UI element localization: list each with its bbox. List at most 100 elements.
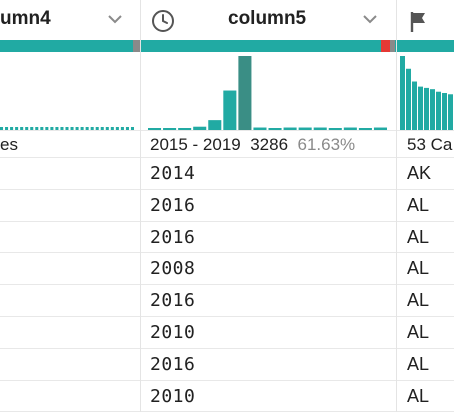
table-cell[interactable]: AL <box>397 190 454 222</box>
table-cell[interactable]: 2016 <box>141 222 396 254</box>
histogram-bar[interactable] <box>253 127 267 130</box>
column4-rows <box>0 158 140 412</box>
histogram-bar[interactable] <box>430 89 435 130</box>
mismatched-segment[interactable] <box>381 40 390 52</box>
histogram-bar[interactable] <box>115 127 119 130</box>
histogram-bar[interactable] <box>130 127 134 130</box>
column6-histogram-chart[interactable] <box>397 52 454 130</box>
column6-summary: 53 Ca <box>397 130 454 158</box>
table-row <box>0 349 140 381</box>
chevron-down-icon[interactable] <box>362 13 378 25</box>
column6-header[interactable] <box>397 0 454 40</box>
histogram-bar[interactable] <box>448 94 453 130</box>
table-cell[interactable]: AL <box>397 381 454 412</box>
table-cell[interactable]: 2008 <box>141 253 396 286</box>
histogram-bar[interactable] <box>110 127 114 130</box>
histogram-bar[interactable] <box>268 128 282 130</box>
table-cell[interactable]: 2014 <box>141 158 396 190</box>
table-cell[interactable]: AL <box>397 285 454 317</box>
table-row <box>0 285 140 317</box>
histogram-bar[interactable] <box>358 128 372 130</box>
column5-histogram-chart[interactable] <box>141 52 396 130</box>
histogram-bar[interactable] <box>0 127 4 130</box>
chevron-down-icon[interactable] <box>107 13 123 25</box>
summary-percent: 61.63% <box>297 135 356 154</box>
histogram-bar[interactable] <box>163 128 177 130</box>
histogram-bar[interactable] <box>125 127 129 130</box>
histogram-bar[interactable] <box>80 127 84 130</box>
table-cell[interactable]: 2010 <box>141 317 396 349</box>
histogram-bar[interactable] <box>60 127 64 130</box>
histogram-bar[interactable] <box>412 81 417 130</box>
column4-panel: umn4 es <box>0 0 141 412</box>
histogram-bar[interactable] <box>436 91 441 130</box>
histogram-bar[interactable] <box>223 90 237 130</box>
column5-header[interactable]: column5 <box>141 0 396 40</box>
column6-quality-bar[interactable] <box>397 40 454 52</box>
histogram-bar[interactable] <box>90 127 94 130</box>
column4-quality-bar[interactable] <box>0 40 140 52</box>
table-row <box>0 222 140 254</box>
clock-icon <box>152 10 174 32</box>
column4-header[interactable]: umn4 <box>0 0 140 40</box>
table-row <box>0 253 140 286</box>
histogram-bar[interactable] <box>25 127 29 130</box>
histogram-bar[interactable] <box>95 127 99 130</box>
histogram-bar[interactable] <box>120 127 124 130</box>
table-row <box>0 190 140 222</box>
histogram-bar[interactable] <box>178 128 192 130</box>
histogram-bar[interactable] <box>75 127 79 130</box>
table-cell[interactable]: AL <box>397 253 454 286</box>
histogram-bar[interactable] <box>373 127 387 130</box>
table-cell[interactable]: AL <box>397 317 454 349</box>
missing-segment[interactable] <box>133 40 140 52</box>
column5-summary: 2015 - 2019 3286 61.63% <box>141 130 396 158</box>
histogram-bar[interactable] <box>238 56 252 130</box>
histogram-bar[interactable] <box>418 86 423 130</box>
table-cell[interactable]: 2010 <box>141 381 396 412</box>
histogram-bar[interactable] <box>283 127 297 130</box>
table-row <box>0 381 140 412</box>
histogram-bar[interactable] <box>35 127 39 130</box>
histogram-bar[interactable] <box>40 127 44 130</box>
histogram-bar[interactable] <box>148 128 162 130</box>
column4-histogram[interactable] <box>0 52 140 130</box>
column6-histogram[interactable] <box>397 52 454 130</box>
histogram-bar[interactable] <box>70 127 74 130</box>
histogram-bar[interactable] <box>45 127 49 130</box>
histogram-bar[interactable] <box>442 93 447 130</box>
histogram-bar[interactable] <box>65 127 69 130</box>
histogram-bar[interactable] <box>50 127 54 130</box>
histogram-bar[interactable] <box>406 68 411 130</box>
column4-histogram-chart[interactable] <box>0 52 140 130</box>
column5-title: column5 <box>228 8 307 29</box>
histogram-bar[interactable] <box>208 120 222 130</box>
table-cell[interactable]: AL <box>397 222 454 254</box>
histogram-bar[interactable] <box>424 87 429 130</box>
histogram-bar[interactable] <box>328 128 342 130</box>
histogram-bar[interactable] <box>85 127 89 130</box>
histogram-bar[interactable] <box>15 127 19 130</box>
histogram-bar[interactable] <box>105 127 109 130</box>
table-cell[interactable]: 2016 <box>141 349 396 381</box>
histogram-bar[interactable] <box>20 127 24 130</box>
column5-panel: column5 2015 - 2019 3286 61.63% 2014 201… <box>141 0 397 412</box>
missing-segment[interactable] <box>390 40 395 52</box>
histogram-bar[interactable] <box>100 127 104 130</box>
histogram-bar[interactable] <box>400 56 405 130</box>
column5-rows: 2014 2016 2016 2008 2016 2010 2016 2010 <box>141 158 396 412</box>
table-cell[interactable]: AL <box>397 349 454 381</box>
histogram-bar[interactable] <box>298 127 312 130</box>
histogram-bar[interactable] <box>5 127 9 130</box>
histogram-bar[interactable] <box>313 127 327 130</box>
column5-histogram[interactable] <box>141 52 396 130</box>
histogram-bar[interactable] <box>193 126 207 130</box>
histogram-bar[interactable] <box>10 127 14 130</box>
histogram-bar[interactable] <box>55 127 59 130</box>
table-cell[interactable]: 2016 <box>141 285 396 317</box>
table-cell[interactable]: 2016 <box>141 190 396 222</box>
histogram-bar[interactable] <box>30 127 34 130</box>
histogram-bar[interactable] <box>343 127 357 130</box>
column5-quality-bar[interactable] <box>141 40 396 52</box>
table-cell[interactable]: AK <box>397 158 454 190</box>
